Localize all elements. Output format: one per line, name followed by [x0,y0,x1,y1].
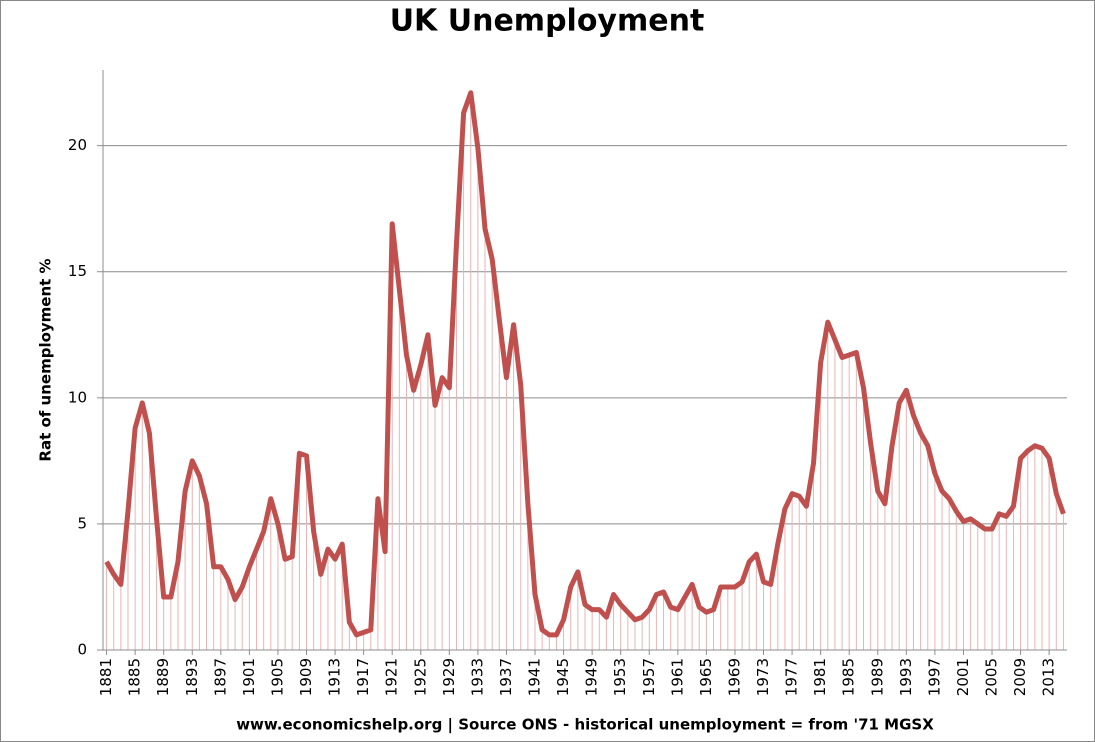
x-tick-label: 1881 [97,658,115,696]
x-tick-label: 1929 [440,658,458,696]
x-tick-label: 1917 [354,658,372,696]
x-tick-label: 1977 [783,658,801,696]
x-tick-label: 1957 [640,658,658,696]
x-tick-label: 1973 [754,658,772,696]
x-tick-label: 2005 [983,658,1001,696]
x-tick-label: 1921 [383,658,401,696]
x-tick-label: 2009 [1011,658,1029,696]
x-tick-label: 1965 [697,658,715,696]
x-tick-label: 1945 [554,658,572,696]
x-axis-title: www.economicshelp.org | Source ONS - his… [236,716,934,735]
y-tick-label: 10 [68,388,87,406]
x-tick-label: 1969 [725,658,743,696]
x-tick-label: 1937 [497,658,515,696]
x-tick-label: 1909 [297,658,315,696]
y-tick-label: 20 [68,136,87,154]
x-tick-label: 1985 [840,658,858,696]
chart-title: UK Unemployment [390,4,705,39]
x-tick-label: 1889 [154,658,172,696]
y-tick-label: 0 [77,641,87,659]
x-tick-label: 1901 [240,658,258,696]
y-tick-label: 15 [68,262,87,280]
x-tick-label: 1925 [411,658,429,696]
x-tick-label: 1997 [925,658,943,696]
y-tick-label: 5 [77,514,87,532]
x-tick-label: 1961 [668,658,686,696]
x-tick-label: 1941 [526,658,544,696]
x-tick-label: 1981 [811,658,829,696]
x-tick-label: 1933 [468,658,486,696]
x-tick-label: 1953 [611,658,629,696]
x-tick-label: 2013 [1040,658,1058,696]
x-tick-label: 1905 [268,658,286,696]
x-tick-label: 1949 [583,658,601,696]
data-line [104,90,1066,638]
x-tick-label: 1993 [897,658,915,696]
x-tick-label: 1893 [183,658,201,696]
y-axis-title: Rat of unemployment % [37,258,55,461]
x-tick-label: 1885 [126,658,144,696]
x-tick-label: 1913 [326,658,344,696]
x-tick-label: 2001 [954,658,972,696]
x-tick-label: 1989 [868,658,886,696]
x-tick-label: 1897 [211,658,229,696]
